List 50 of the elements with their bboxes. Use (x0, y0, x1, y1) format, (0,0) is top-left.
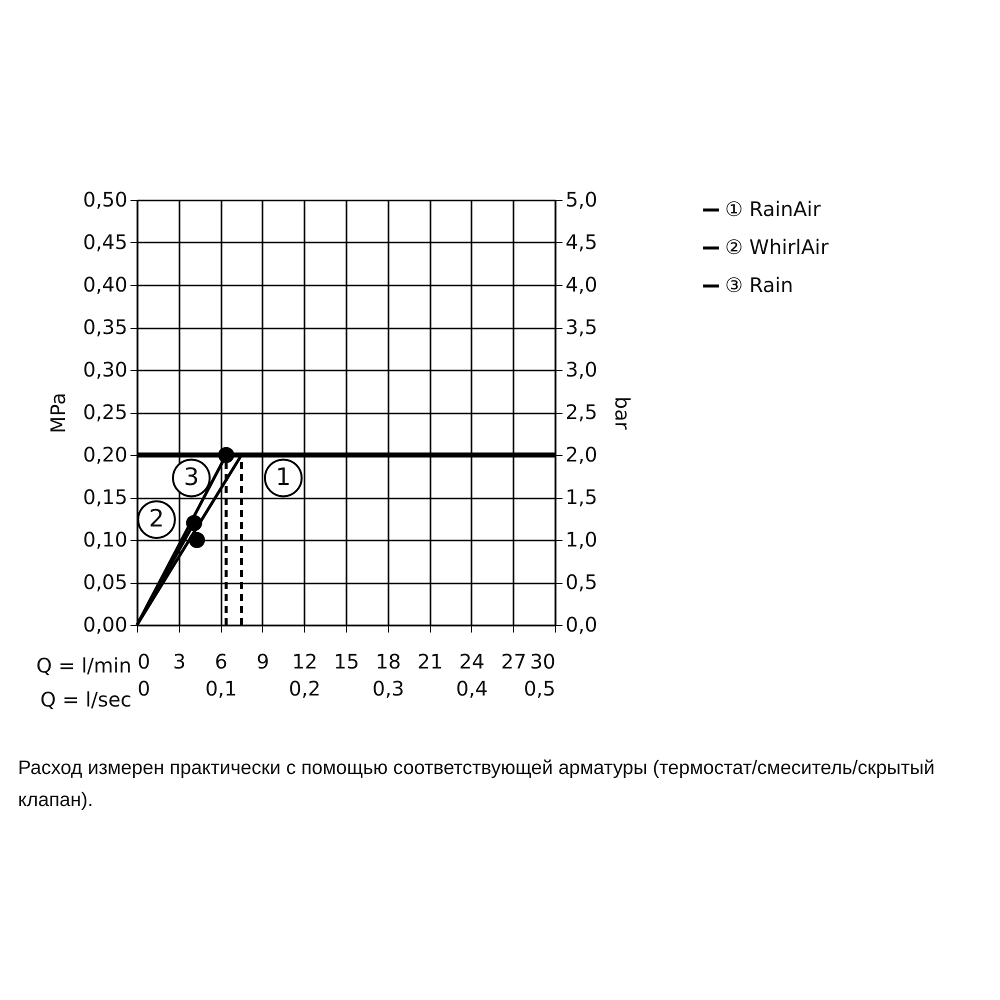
y2-tick-label: 3,0 (566, 358, 598, 382)
legend-label: ① RainAir (725, 197, 822, 221)
legend-label: ③ Rain (725, 273, 794, 297)
x-tick-label: 0 (138, 650, 150, 674)
y2-tick-label: 1,0 (566, 528, 598, 552)
y2-tick-label: 5,0 (566, 188, 598, 212)
x-tick-label: 18 (376, 650, 402, 674)
x-tick-label: 12 (292, 650, 318, 674)
x-axis-title: Q = l/min (36, 654, 132, 678)
x2-tick-label: 0,2 (288, 676, 321, 700)
y-tick-label: 0,30 (82, 358, 128, 382)
x-tick-label: 15 (334, 650, 360, 674)
y2-tick-label: 0,5 (566, 570, 598, 594)
text: Расход измерен практически с помощью соответствующей арматуры (термостат/смеситель/скрытый клапан). (18, 756, 936, 813)
y-tick-label: 0,10 (82, 528, 128, 552)
y-tick-label: 0,35 (82, 315, 128, 339)
y2-tick-label: 1,5 (566, 485, 598, 509)
x2-tick-label: 0 (138, 676, 150, 700)
y2-tick-label: 3,5 (566, 315, 598, 339)
x-tick-label: 27 (500, 650, 526, 674)
x2-axis-title: Q = l/sec (40, 688, 132, 712)
x2-tick-label: 0,3 (372, 676, 404, 700)
y2-tick-label: 0,0 (566, 612, 598, 636)
y-tick-label: 0,15 (82, 485, 128, 509)
y2-tick-label: 4,5 (566, 230, 598, 254)
x2-tick-label: 0,1 (205, 676, 238, 700)
annotation: 2 (148, 504, 164, 533)
x-tick-label: 24 (459, 650, 485, 674)
y-tick-label: 0,05 (82, 570, 128, 594)
y-axis-title: MPa (46, 392, 70, 434)
annotation: 3 (184, 462, 199, 491)
x2-tick-label: 0,5 (524, 676, 556, 700)
y2-tick-label: 2,5 (566, 400, 598, 424)
y2-tick-label: 4,0 (566, 272, 598, 296)
x-tick-label: 21 (417, 650, 443, 674)
y2-axis-title: bar (610, 396, 634, 430)
y-tick-label: 0,20 (82, 442, 128, 466)
legend-label: ② WhirlAir (725, 235, 830, 259)
x-tick-label: 9 (256, 650, 270, 674)
x-tick-label: 30 (530, 650, 556, 674)
y2-tick-label: 2,0 (566, 442, 598, 466)
annotation: 1 (276, 462, 291, 491)
x-tick-label: 3 (172, 650, 186, 674)
y-tick-label: 0,45 (82, 230, 128, 254)
y-tick-label: 0,40 (82, 272, 128, 296)
y-tick-label: 0,25 (82, 400, 128, 424)
x-tick-label: 6 (214, 650, 228, 674)
y-tick-label: 0,50 (82, 188, 128, 212)
y-tick-label: 0,00 (82, 612, 128, 636)
x2-tick-label: 0,4 (456, 676, 488, 700)
